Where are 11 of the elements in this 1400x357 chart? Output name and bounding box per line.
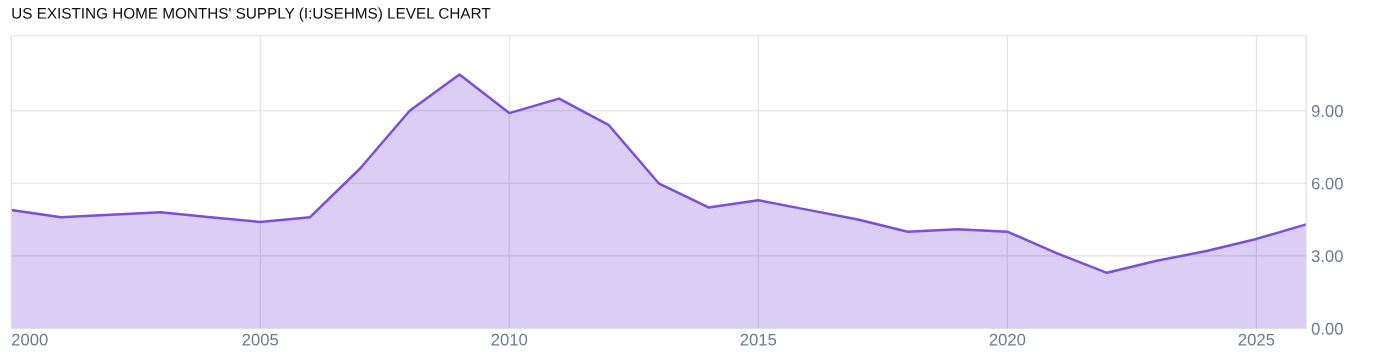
x-tick-label: 2025 — [1238, 333, 1275, 346]
x-tick-label: 2010 — [491, 333, 528, 346]
y-tick-label: 3.00 — [1311, 250, 1343, 263]
x-tick-label: 2000 — [12, 333, 48, 346]
x-tick-label: 2020 — [989, 333, 1026, 346]
y-tick-label: 0.00 — [1311, 322, 1343, 335]
x-tick-label: 2015 — [740, 333, 777, 346]
x-tick-label: 2005 — [242, 333, 279, 346]
y-tick-label: 6.00 — [1311, 177, 1343, 190]
chart-title: US EXISTING HOME MONTHS' SUPPLY (I:USEHMS) LEVEL CHART — [12, 7, 491, 22]
y-tick-label: 9.00 — [1311, 105, 1343, 117]
